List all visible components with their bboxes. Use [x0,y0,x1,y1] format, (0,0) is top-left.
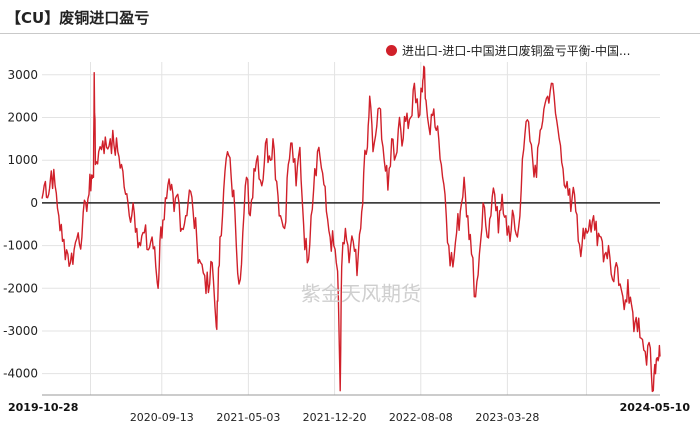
series-layer [41,65,661,393]
x-tick-label: 2024-05-10 [620,401,691,414]
x-tick-label: 2021-05-03 [216,411,280,424]
y-tick-label: -3000 [3,324,38,338]
x-tick-label: 2022-08-08 [389,411,453,424]
x-tick-label: 2021-12-20 [303,411,367,424]
legend[interactable]: 进出口-进口-中国进口废铜盈亏平衡-中国... [386,42,630,59]
y-tick-label: 2000 [7,111,38,125]
x-tick-label: 2020-09-13 [130,411,194,424]
legend-marker-icon [386,45,397,56]
title-divider [0,33,700,34]
y-tick-label: 0 [30,196,38,210]
axes [42,202,660,396]
watermark-text: 紫金天风期货 [301,282,421,306]
x-tick-label: 2023-03-28 [475,411,539,424]
y-tick-label: 1000 [7,153,38,167]
chart-title: 【CU】废铜进口盈亏 [6,9,150,27]
legend-label: 进出口-进口-中国进口废铜盈亏平衡-中国... [402,44,631,58]
y-tick-label: -1000 [3,239,38,253]
x-tick-label: 2019-10-28 [8,401,78,414]
tick-labels: 3000 2000 1000 0 -1000 -2000 -3000 -4000 2019-10… [3,68,690,424]
y-tick-label: 3000 [7,68,38,82]
y-tick-label: -2000 [3,281,38,295]
y-tick-label: -4000 [3,367,38,381]
series-line [41,65,661,393]
